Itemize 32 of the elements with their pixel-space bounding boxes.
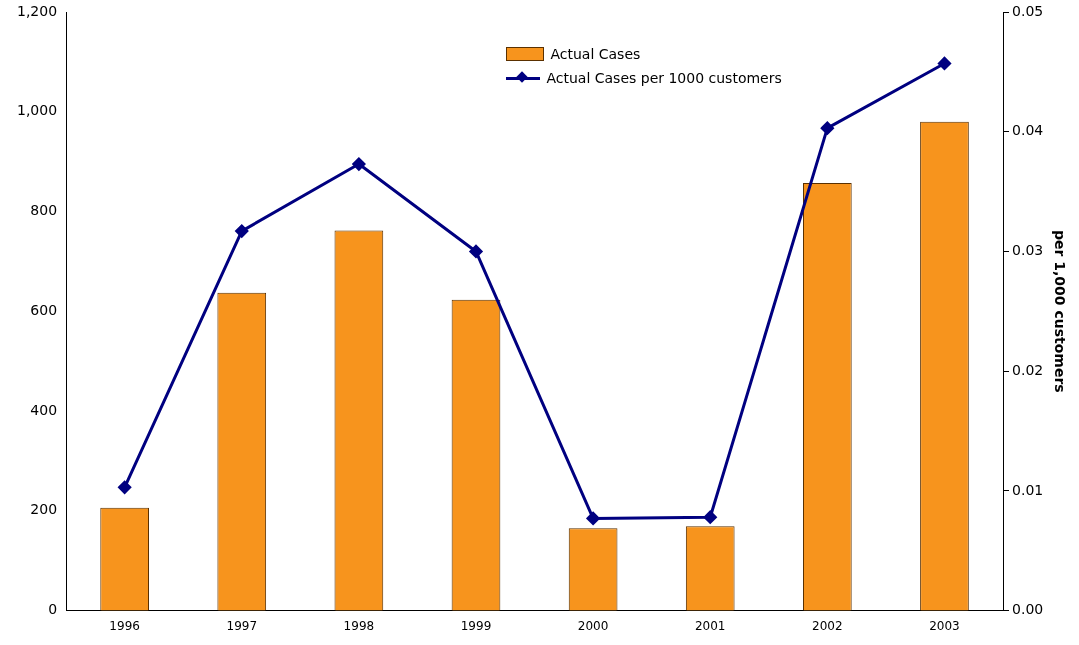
point bbox=[820, 121, 834, 135]
y2-tick-label: 0.03 bbox=[1012, 242, 1044, 259]
legend-label: Actual Cases bbox=[550, 46, 641, 62]
y-tick-label: 400 bbox=[30, 401, 58, 418]
x-tick-label: 2000 bbox=[577, 618, 609, 633]
y-tick-label: 1,200 bbox=[16, 2, 58, 19]
y2-axis-title: per 1,000 customers bbox=[1051, 229, 1068, 393]
x-tick-label: 2003 bbox=[929, 618, 960, 633]
x-tick-label: 2002 bbox=[812, 618, 843, 633]
y-tick-label: 600 bbox=[30, 301, 58, 318]
y2-tick-label: 0.04 bbox=[1012, 122, 1044, 139]
point bbox=[235, 224, 249, 238]
point bbox=[703, 510, 717, 524]
y2-tick-label: 0.00 bbox=[1012, 601, 1044, 618]
y-tick-label: 0 bbox=[48, 601, 58, 618]
point bbox=[937, 56, 951, 70]
point bbox=[118, 480, 132, 494]
y-tick-label: 1,000 bbox=[16, 102, 58, 119]
y2-tick-label: 0.01 bbox=[1012, 481, 1044, 498]
legend-label: Actual Cases per 1000 customers bbox=[546, 70, 782, 86]
y2-tick-label: 0.02 bbox=[1012, 361, 1044, 378]
x-tick-label: 1999 bbox=[460, 618, 492, 633]
point bbox=[586, 511, 600, 525]
y-tick-label: 800 bbox=[30, 202, 58, 219]
point bbox=[352, 157, 366, 171]
point bbox=[469, 244, 483, 258]
y2-tick-label: 0.05 bbox=[1012, 2, 1044, 19]
x-tick-label: 1998 bbox=[343, 618, 375, 633]
y-tick-label: 200 bbox=[30, 501, 58, 518]
x-tick-label: 2001 bbox=[694, 618, 726, 633]
x-tick-label: 1996 bbox=[109, 618, 140, 633]
x-tick-label: 1997 bbox=[226, 618, 258, 633]
